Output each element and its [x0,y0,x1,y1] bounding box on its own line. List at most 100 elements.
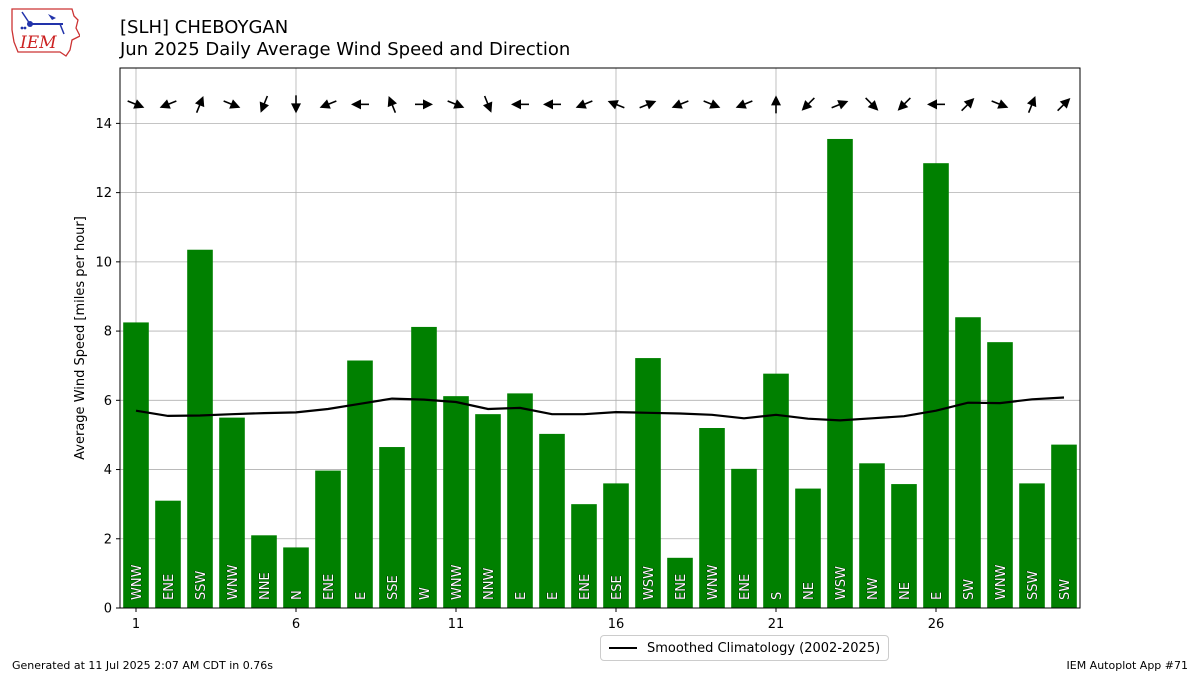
x-tick-label: 6 [292,617,300,632]
y-tick-label: 6 [104,394,112,409]
bar [859,463,885,608]
logo-text: IEM [19,33,57,53]
bar-direction-label: WNW [706,564,721,600]
bar-direction-label: NE [802,582,817,600]
bar [571,504,597,608]
bars [123,138,1077,608]
bar-direction-label: NNE [258,572,273,600]
wind-arrow [927,99,945,110]
bar-direction-label: WNW [450,564,465,600]
bar-direction-label: ENE [674,574,689,600]
bar [1051,444,1077,608]
bar-direction-label: W [418,587,433,600]
wind-arrow [1026,96,1037,113]
bar [731,468,757,608]
app-credit: IEM Autoplot App #71 [1066,659,1189,672]
wind-arrow [607,100,625,110]
plot-frame [119,67,1081,609]
bar [155,500,181,608]
bar-direction-label: E [930,592,945,600]
bar-direction-label: SW [962,579,977,600]
iem-logo: IEM [8,6,81,58]
bar-direction-label: WSW [642,566,657,600]
bar-direction-label: E [354,592,369,600]
wind-arrow [482,95,493,113]
bar-direction-label: WNW [994,564,1009,600]
wind-arrow [223,99,241,109]
bar [251,535,277,608]
x-tick-label: 1 [132,617,140,632]
wind-arrow [831,100,849,110]
wind-arrow [735,99,753,109]
bar [347,360,373,608]
bar-direction-label: ESE [610,575,625,600]
y-tick-label: 12 [95,186,112,201]
x-tick-label: 16 [608,617,625,632]
bar-direction-label: NW [866,577,881,600]
y-tick-label: 10 [95,255,112,270]
station-title: [SLH] CHEBOYGAN [120,17,289,38]
climatology-line [135,396,1065,422]
x-tick-label: 26 [928,617,945,632]
wind-arrow [671,99,689,109]
bar [123,322,149,608]
bar [411,326,437,608]
bar-direction-label: E [546,592,561,600]
legend-label: Smoothed Climatology (2002-2025) [647,640,881,656]
wind-arrow [415,99,433,110]
y-axis-label: Average Wind Speed [miles per hour] [73,216,88,460]
y-tick-label: 0 [104,602,112,617]
bar-direction-label: N [290,590,305,600]
generated-timestamp: Generated at 11 Jul 2025 2:07 AM CDT in … [12,659,273,672]
bar-direction-label: WNW [226,564,241,600]
bar [923,163,949,608]
bar [763,373,789,608]
bar [891,484,917,608]
bar [795,488,821,608]
wind-arrow [801,97,815,111]
wind-arrow [575,99,593,109]
wind-arrow [291,95,301,114]
bar [603,483,629,608]
wind-arrow [897,97,911,111]
bar [283,547,309,608]
wind-arrow [447,99,465,109]
wind-arrow [639,100,657,110]
bar-direction-label: SSW [194,570,209,600]
legend-line-swatch [609,647,637,649]
bar [539,433,565,608]
wind-arrow [511,99,529,110]
bar [827,138,853,608]
wind-arrow [865,97,879,111]
bar [699,428,725,608]
wind-arrow [159,99,177,109]
bar [187,249,213,608]
wind-arrow [1057,97,1071,112]
wind-arrow [703,99,721,109]
bar-direction-label: WNW [130,564,145,600]
legend: Smoothed Climatology (2002-2025) [600,635,890,661]
bar-direction-label: SW [1058,579,1073,600]
wind-arrow [387,96,398,113]
y-tick-label: 8 [104,325,112,340]
y-tick-label: 2 [104,532,112,547]
y-tick-label: 14 [95,117,112,132]
chart-subtitle: Jun 2025 Daily Average Wind Speed and Di… [120,39,571,60]
bar [475,414,501,608]
bar-direction-label: ENE [738,574,753,600]
x-tick-label: 11 [448,617,465,632]
wind-arrow [259,95,270,113]
bar-direction-label: ENE [322,574,337,600]
wind-arrow [127,99,145,109]
bar-direction-label: WSW [834,566,849,600]
wind-direction-arrows [127,95,1071,114]
wind-arrow [961,97,975,112]
x-tick-label: 21 [768,617,785,632]
bar-direction-label: ENE [162,574,177,600]
wind-arrow [194,96,205,113]
bar-direction-label: SSW [1026,570,1041,600]
bar [379,447,405,608]
bar-direction-label: SSE [386,575,401,600]
bar [987,342,1013,608]
